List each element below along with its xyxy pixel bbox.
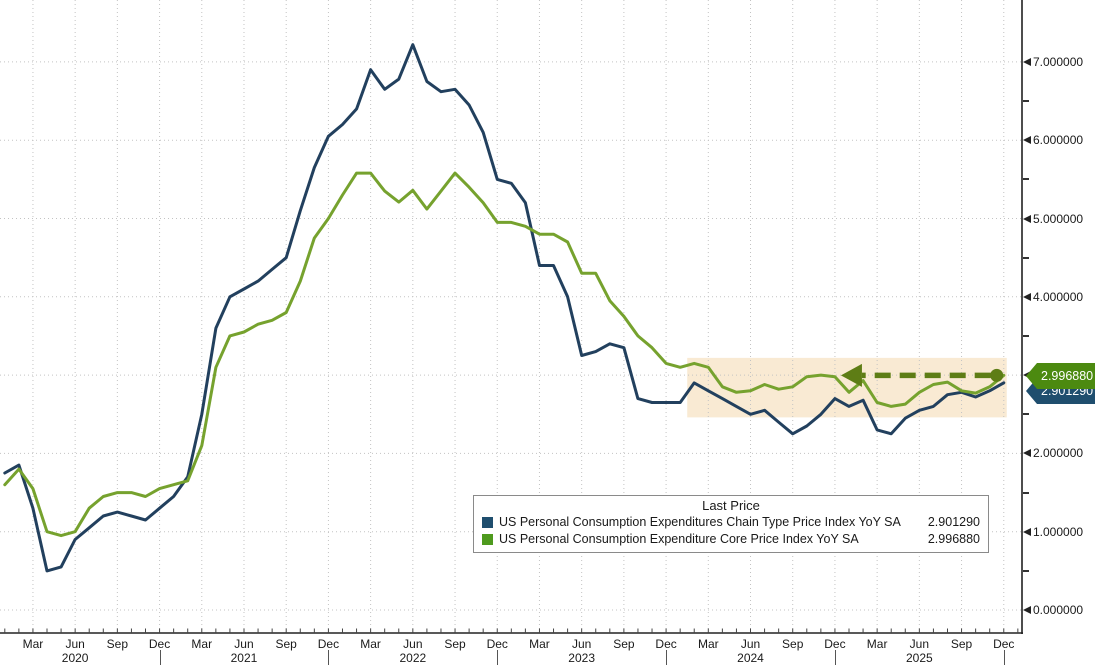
y-minor-tick [1023,100,1029,103]
x-axis-month-label: Mar [529,637,550,651]
x-axis-year-label: 2020 [61,651,89,665]
y-minor-tick [1023,569,1029,572]
year-separator [1003,650,1005,665]
y-minor-tick [1023,334,1029,337]
x-axis-month-label: Dec [993,637,1015,651]
y-tick-arrow [1023,57,1031,66]
x-axis-month-label: Jun [571,637,592,651]
year-separator [497,650,499,665]
plot-area[interactable] [0,0,1023,634]
y-axis-label: 0.000000 [1033,603,1084,617]
headline-series-swatch [482,517,493,528]
x-axis-month-label: Dec [824,637,846,651]
legend-value-core: 2.996880 [927,532,980,546]
x-axis-month-label: Jun [65,637,85,651]
last-price-tag-core: 2.996880 [1026,363,1095,389]
x-axis-month-label: Jun [234,637,254,651]
y-tick-arrow [1023,527,1031,536]
x-axis-month-label: Mar [697,637,719,651]
x-axis-month-label: Jun [740,637,761,651]
trend-arrow-origin-dot [990,368,1004,382]
x-axis-month-label: Mar [191,637,213,651]
x-axis-month-label: Jun [403,637,423,651]
x-axis-year-label: 2022 [399,651,427,665]
x-axis-year-label: 2023 [568,651,595,665]
legend-row-core: US Personal Consumption Expenditure Core… [482,531,980,548]
legend-label-core: US Personal Consumption Expenditure Core… [499,532,859,546]
x-axis-year-label: 2025 [905,651,933,665]
y-axis-label: 1.000000 [1033,524,1084,539]
y-axis-label: 4.000000 [1033,289,1084,304]
legend-row-headline: US Personal Consumption Expenditures Cha… [482,514,980,531]
x-axis-month-label: Sep [444,637,466,651]
x-axis-month-label: Sep [275,637,297,651]
y-minor-tick [1023,491,1029,494]
x-axis-month-label: Mar [22,637,44,651]
y-axis-label: 2.000000 [1033,446,1084,461]
year-separator [666,650,668,665]
y-tick-arrow [1023,292,1031,301]
x-axis-month-label: Sep [106,637,129,651]
x-axis-month-label: Dec [655,637,677,651]
headline-pce-line [3,43,1006,573]
x-axis-month-label: Mar [866,637,888,651]
y-tick-arrow [1023,449,1031,458]
core-series-swatch [482,534,493,545]
y-minor-tick [1023,413,1029,416]
y-axis-label: 6.000000 [1033,133,1084,148]
year-separator [834,650,836,665]
x-axis-year-label: 2021 [230,651,258,665]
x-axis-month-label: Sep [950,637,973,651]
y-tick-arrow [1023,214,1031,223]
y-axis-label: 5.000000 [1033,211,1084,226]
legend-label-headline: US Personal Consumption Expenditures Cha… [499,515,901,529]
x-axis-month-label: Dec [317,637,340,651]
chart-canvas[interactable] [0,0,1023,634]
y-minor-tick [1023,178,1029,181]
y-minor-tick [1023,256,1029,259]
x-axis-month-label: Sep [613,637,635,651]
x-axis-month-label: Mar [360,637,381,651]
core-pce-line [3,171,1006,538]
y-tick-arrow [1023,136,1031,145]
y-axis-label: 7.000000 [1033,54,1084,69]
x-axis-year-label: 2024 [737,651,764,665]
x-axis-month-label: Dec [486,637,508,651]
legend-title: Last Price [702,498,760,513]
x-axis-month-label: Dec [148,637,171,651]
trend-arrow-head [840,363,862,387]
y-tick-arrow [1023,606,1031,614]
year-separator [159,650,161,665]
x-axis-month-label: Sep [782,637,804,651]
legend-box: Last Price US Personal Consumption Expen… [473,495,989,553]
year-separator [328,650,330,665]
legend-value-headline: 2.901290 [927,515,980,529]
x-axis-month-label: Jun [909,637,930,651]
